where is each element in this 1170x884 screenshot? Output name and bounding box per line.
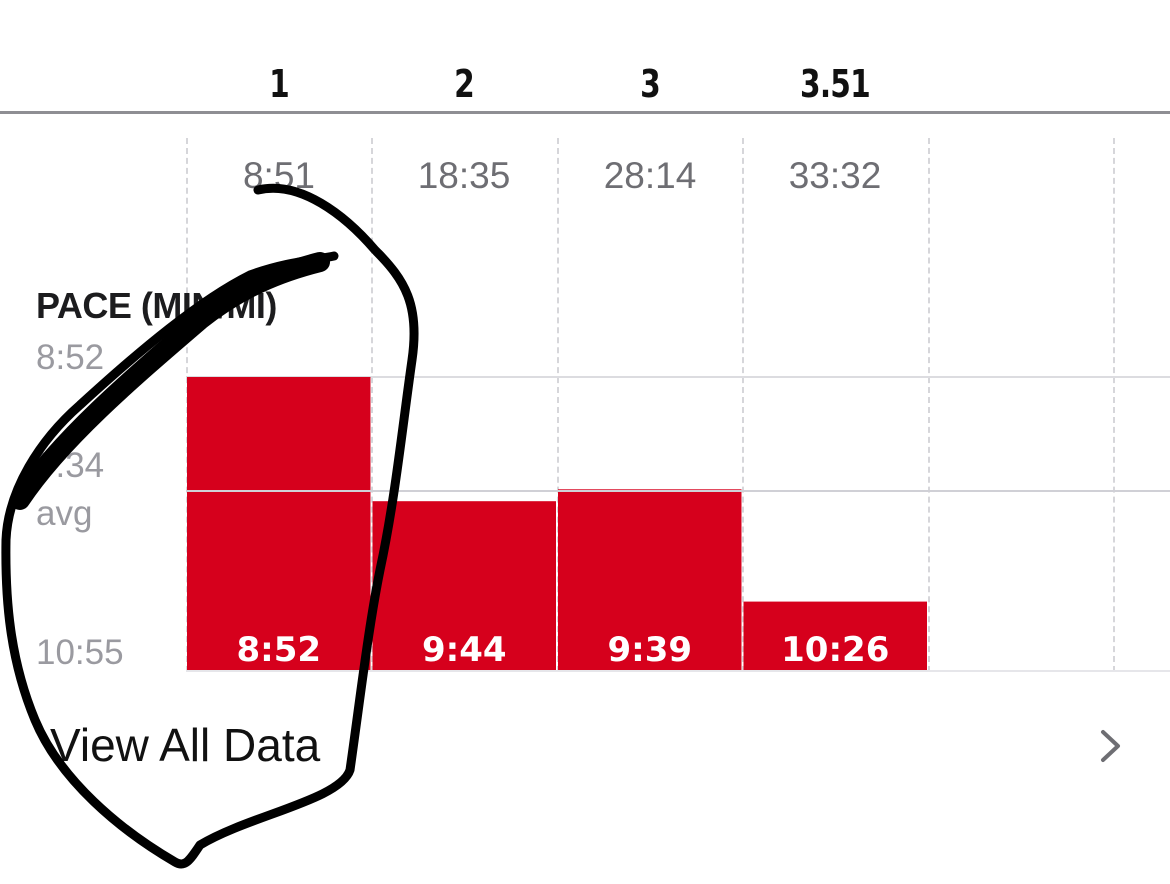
view-all-data-label: View All Data [50, 719, 321, 771]
chevron-right-icon [1101, 730, 1120, 762]
split-gridline [557, 138, 559, 672]
split-gridline [928, 138, 930, 672]
pace-bar-value-label: 10:26 [781, 630, 889, 670]
split-time-3: 28:14 [603, 155, 697, 196]
split-gridline [186, 138, 188, 672]
pace-bar [743, 601, 927, 671]
mile-label-4: 3.51 [799, 62, 871, 106]
split-gridline [1113, 138, 1115, 672]
pace-bar-value-label: 8:52 [236, 630, 321, 670]
y-axis-top-label: 8:52 [36, 338, 105, 377]
split-time-1: 8:51 [242, 155, 315, 196]
pace-bar [187, 377, 371, 671]
mile-label-2: 2 [454, 62, 475, 106]
y-axis-avg-caption: avg [36, 494, 93, 533]
y-axis-bottom-label: 10:55 [36, 633, 124, 672]
view-all-data-row[interactable]: View All Data [0, 700, 1170, 810]
pace-bar [558, 489, 742, 671]
chart-title: PACE (MIN/MI) [36, 285, 277, 326]
split-time-4: 33:32 [788, 155, 882, 196]
pace-bar [372, 501, 556, 671]
header-divider [0, 111, 1170, 114]
chart-baseline [186, 670, 1170, 672]
split-gridline [371, 138, 373, 672]
mile-label-1: 1 [269, 62, 290, 106]
average-line [186, 490, 1170, 492]
pace-bar-value-label: 9:44 [422, 630, 507, 670]
split-gridline [742, 138, 744, 672]
split-time-2: 18:35 [417, 155, 511, 196]
split-miles-row: 1 2 3 3.51 [0, 0, 1170, 112]
mile-label-3: 3 [640, 62, 661, 106]
pace-bar-value-label: 9:39 [607, 630, 692, 670]
y-axis-avg-value: 9:34 [36, 446, 105, 485]
top-gridline [186, 376, 1170, 378]
